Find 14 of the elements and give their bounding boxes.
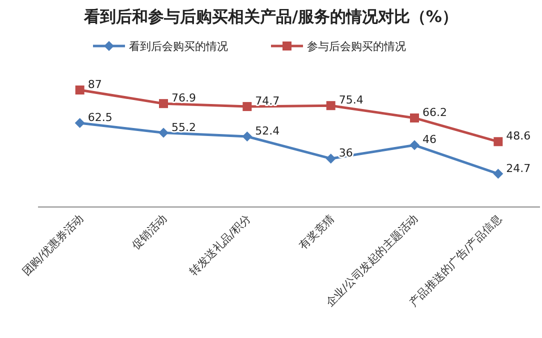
chart-title: 看到后和参与后购买相关产品/服务的情况对比（%） — [83, 7, 458, 26]
data-label: 76.9 — [172, 92, 196, 105]
data-label: 55.2 — [172, 120, 196, 134]
data-label: 87 — [88, 78, 102, 91]
data-label: 74.7 — [255, 94, 280, 108]
data-label: 48.6 — [506, 130, 531, 143]
data-label: 52.4 — [255, 124, 280, 138]
data-label: 46 — [422, 133, 436, 146]
legend-label: 参与后会购买的情况 — [307, 40, 406, 53]
data-label: 62.5 — [88, 110, 112, 124]
data-label: 66.2 — [422, 106, 447, 119]
data-label: 24.7 — [506, 162, 531, 175]
legend-label: 看到后会购买的情况 — [129, 40, 228, 53]
data-label: 75.4 — [338, 94, 364, 107]
